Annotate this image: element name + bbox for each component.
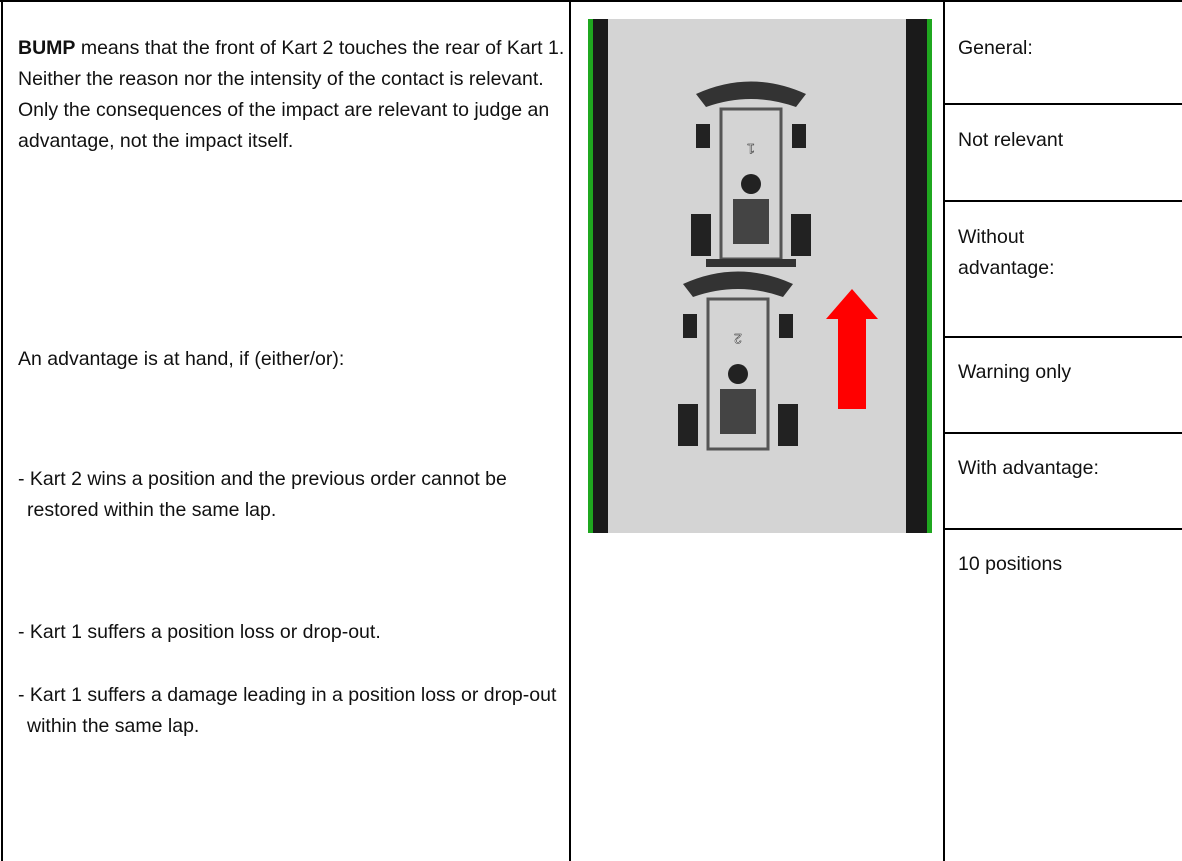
advantage-intro: An advantage is at hand, if (either/or):	[18, 348, 345, 370]
table-border	[1, 0, 3, 861]
condition: - Kart 1 suffers a position loss or drop…	[18, 621, 381, 643]
row-text: Not relevant	[958, 129, 1064, 151]
row-border	[943, 432, 1182, 434]
kart-label: 1	[747, 141, 755, 157]
kart-1: 1	[691, 81, 811, 267]
bump-figure: 1 2	[588, 19, 932, 533]
row-border	[943, 200, 1182, 202]
row-border	[943, 528, 1182, 530]
kart-label: 2	[734, 331, 742, 347]
row-text: 10 positions	[958, 553, 1063, 575]
row-border	[943, 336, 1182, 338]
row-text: Without advantage:	[958, 226, 1055, 279]
row-border	[943, 103, 1182, 105]
intro-text: means that the front of Kart 2 touches t…	[18, 37, 565, 152]
table-border	[943, 0, 945, 861]
condition: - Kart 2 wins a position and the previou…	[18, 468, 507, 521]
intro: BUMP means that the front of Kart 2 touc…	[18, 33, 566, 157]
row-text: Warning only	[958, 361, 1072, 383]
table-border	[569, 0, 571, 861]
arrow	[826, 289, 878, 409]
row-text: General:	[958, 37, 1033, 59]
condition: - Kart 1 suffers a damage leading in a p…	[18, 684, 557, 737]
table-border	[0, 0, 1182, 2]
kart-2: 2	[678, 271, 798, 451]
row-text: With advantage:	[958, 457, 1099, 479]
intro-bold: BUMP	[18, 37, 76, 59]
